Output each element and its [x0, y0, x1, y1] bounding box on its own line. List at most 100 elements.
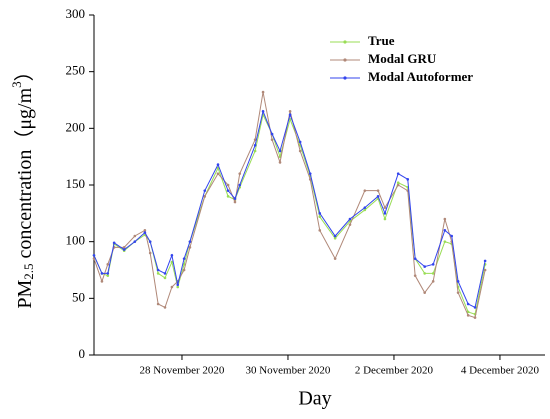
point — [431, 280, 435, 283]
legend-label: Modal Autoformer — [368, 69, 473, 84]
x-tick-label: 28 November 2020 — [140, 365, 225, 377]
point — [122, 246, 126, 249]
point — [396, 181, 400, 185]
point — [170, 260, 174, 264]
point — [278, 161, 282, 164]
series-line — [93, 113, 486, 315]
point — [450, 234, 454, 238]
point — [143, 229, 147, 232]
point — [182, 263, 186, 266]
point — [156, 302, 160, 306]
legend-marker — [343, 58, 347, 62]
point — [188, 240, 192, 243]
point — [148, 251, 152, 255]
point — [176, 283, 180, 287]
point — [333, 257, 337, 260]
y-axis-label: PM2.5 concentration（μg/m3） — [9, 61, 35, 308]
point — [473, 316, 477, 319]
y-tick-label: 0 — [79, 346, 86, 361]
point — [396, 172, 400, 175]
point — [333, 234, 337, 238]
point — [456, 280, 460, 283]
point — [363, 208, 367, 212]
point — [466, 310, 470, 314]
legend-label: True — [368, 33, 395, 48]
point — [288, 110, 292, 113]
point — [122, 248, 126, 251]
point — [238, 183, 242, 187]
point — [261, 110, 265, 113]
point — [483, 259, 487, 263]
point — [406, 178, 410, 181]
legend-marker — [343, 76, 347, 80]
x-tick-label: 2 December 2020 — [355, 365, 434, 377]
y-tick-label: 300 — [66, 6, 86, 21]
point — [413, 257, 417, 260]
point — [170, 253, 174, 257]
point — [163, 272, 167, 275]
point — [106, 263, 110, 266]
point — [143, 231, 147, 234]
point — [348, 217, 352, 221]
point — [383, 212, 387, 215]
y-label-part: PM — [14, 280, 36, 309]
point — [383, 206, 387, 209]
point — [298, 149, 302, 153]
point — [443, 240, 447, 243]
point — [363, 189, 367, 192]
point — [383, 217, 387, 221]
point — [226, 195, 230, 198]
point — [270, 138, 274, 141]
point — [226, 189, 230, 192]
point — [456, 291, 460, 294]
y-label-part: 3 — [9, 81, 24, 88]
point — [216, 163, 220, 166]
point — [182, 257, 186, 260]
point — [363, 206, 367, 209]
point — [318, 215, 322, 219]
legend-label: Modal GRU — [368, 51, 437, 66]
y-label-part: concentration（μg/m — [13, 87, 36, 263]
point — [163, 276, 167, 280]
point — [100, 280, 104, 283]
y-tick-label: 200 — [66, 119, 86, 134]
point — [106, 272, 110, 275]
point — [226, 183, 230, 187]
point — [473, 306, 477, 309]
point — [216, 172, 220, 175]
x-axis-label: Day — [298, 388, 331, 410]
point — [176, 285, 180, 289]
point — [106, 274, 110, 277]
point — [203, 195, 207, 198]
y-tick-label: 100 — [66, 233, 86, 248]
point — [483, 268, 487, 272]
point — [423, 265, 426, 268]
point — [288, 113, 292, 117]
point — [203, 189, 207, 192]
point — [423, 272, 426, 275]
point — [443, 217, 447, 221]
legend-marker — [343, 40, 347, 44]
point — [233, 200, 237, 204]
point — [253, 149, 257, 153]
point — [233, 197, 237, 200]
point — [261, 90, 265, 94]
y-label-part: ） — [13, 61, 36, 81]
point — [443, 229, 447, 232]
point — [253, 138, 257, 141]
point — [163, 306, 167, 309]
point — [376, 195, 380, 198]
point — [156, 272, 160, 275]
point — [100, 272, 104, 275]
point — [278, 149, 282, 153]
point — [253, 144, 257, 147]
y-tick-label: 150 — [66, 176, 86, 191]
point — [396, 183, 400, 187]
point — [318, 212, 322, 215]
point — [308, 178, 312, 181]
point — [308, 172, 312, 175]
y-tick-label: 50 — [72, 289, 85, 304]
point — [270, 132, 274, 136]
point — [376, 189, 380, 192]
